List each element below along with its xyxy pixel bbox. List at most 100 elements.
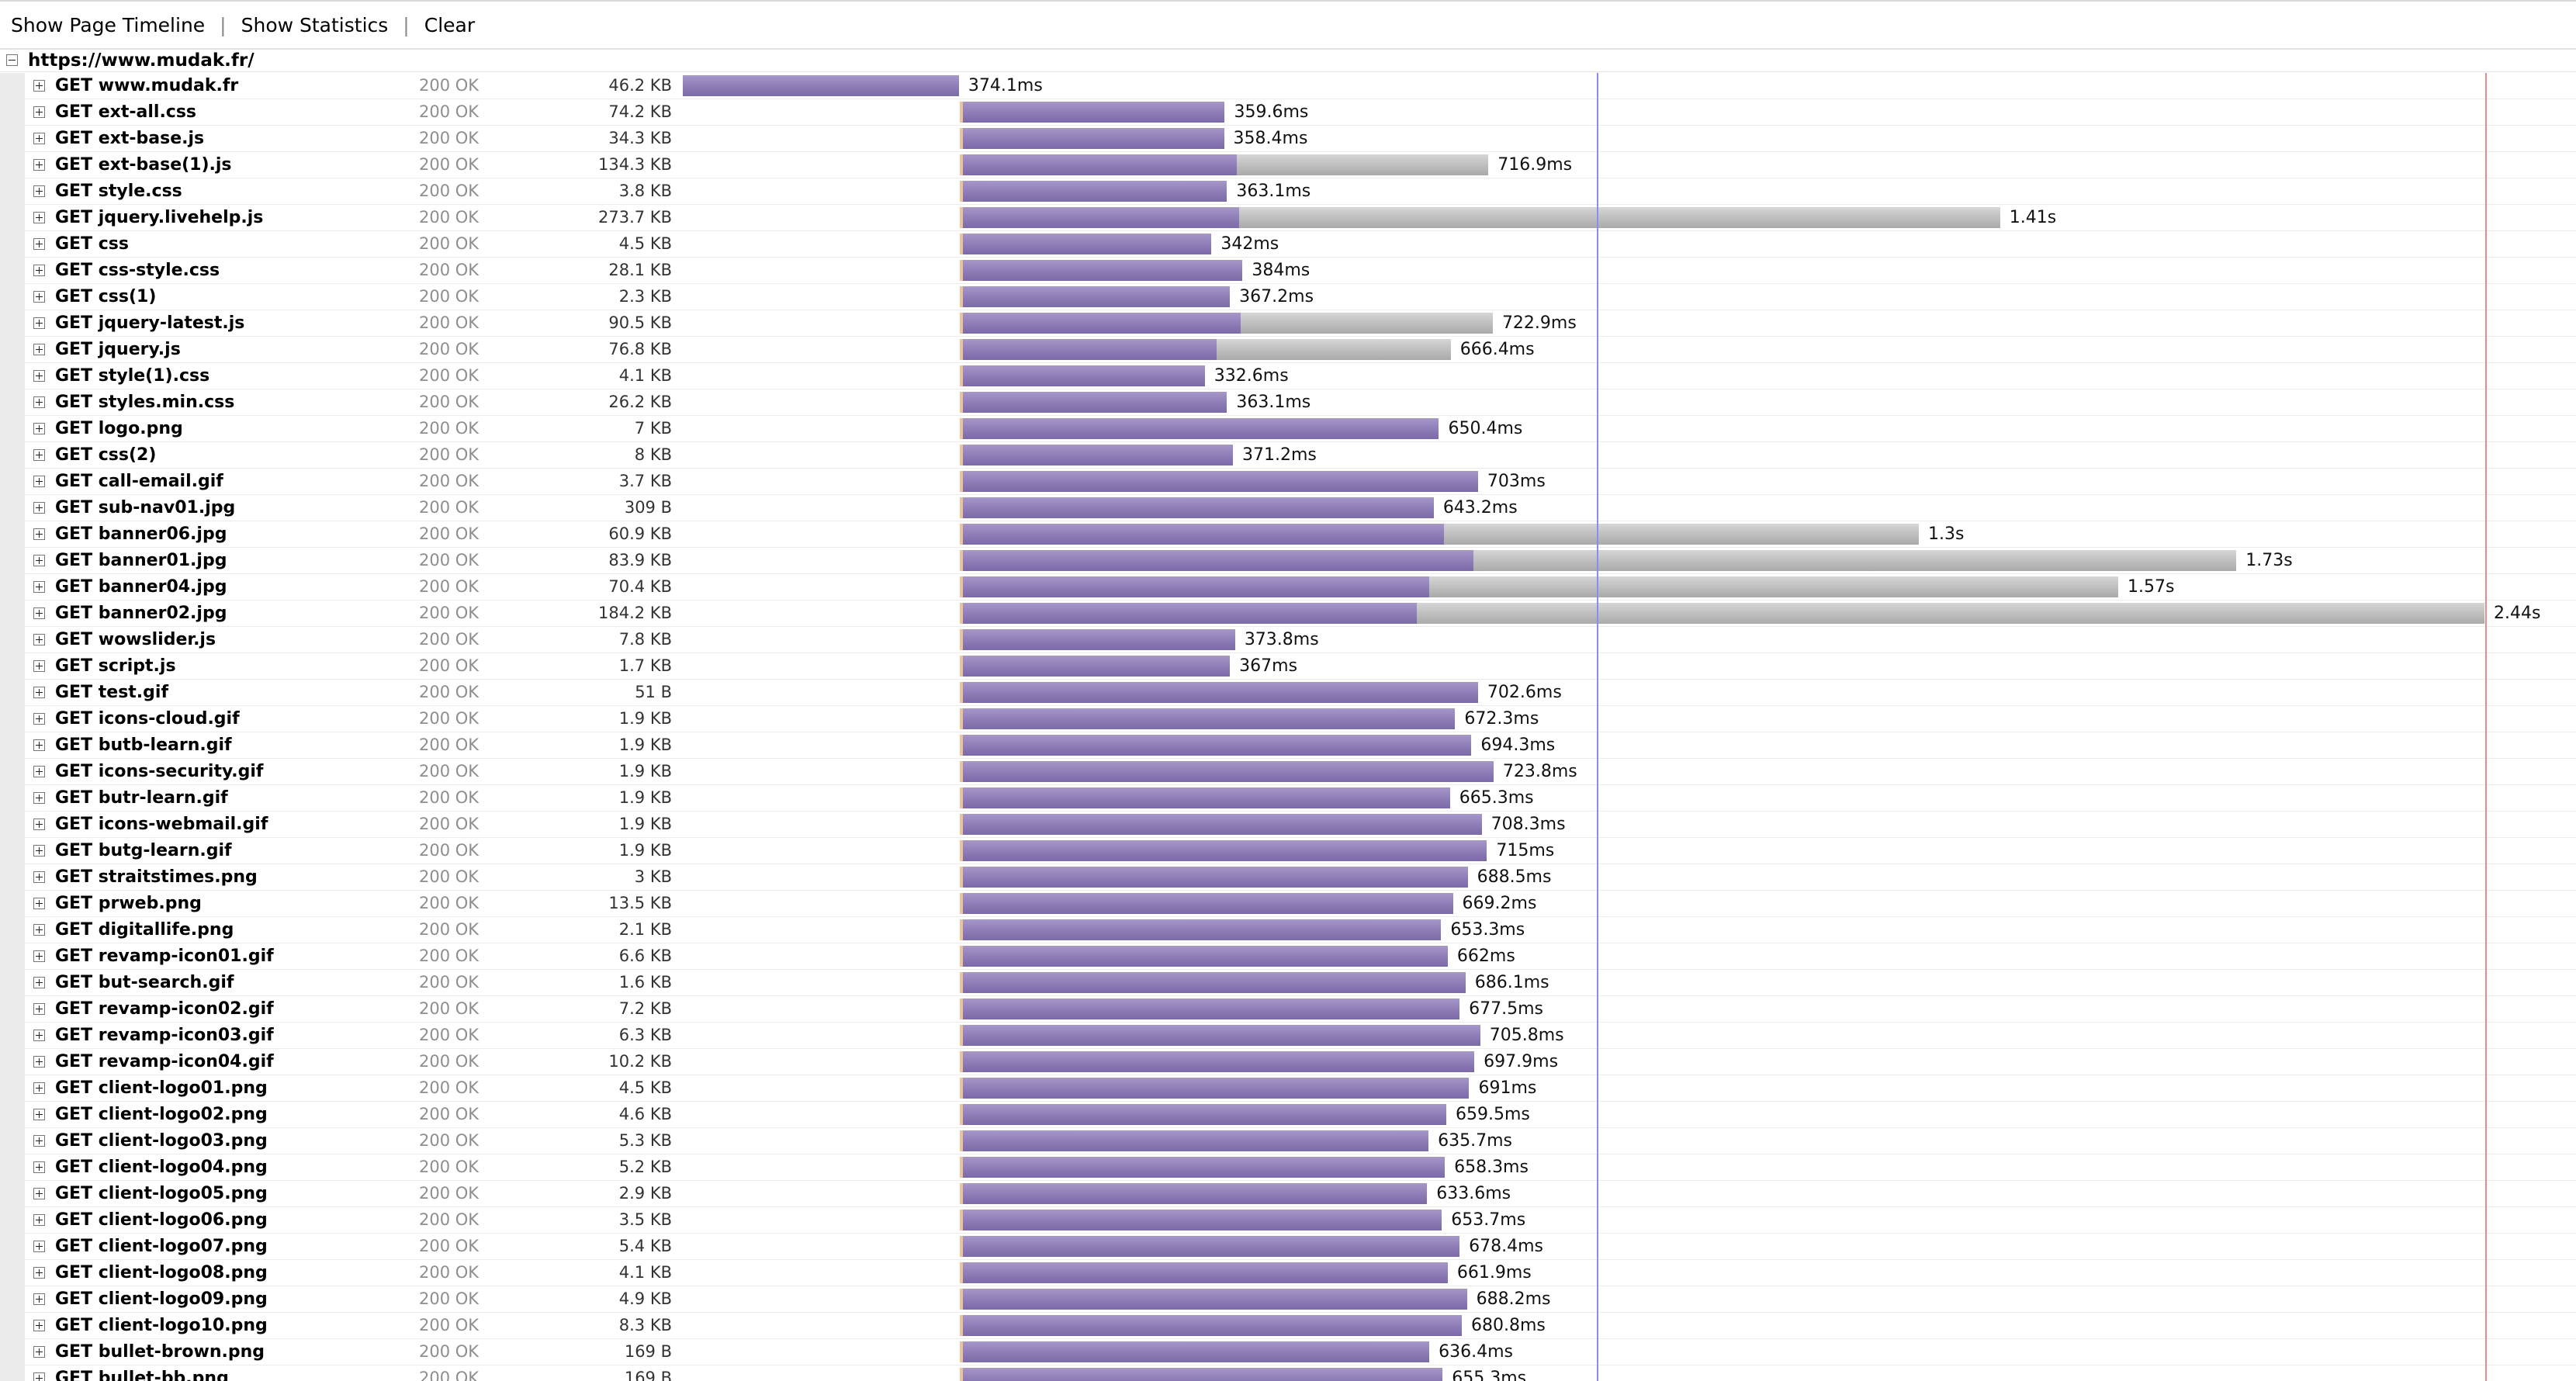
- request-row[interactable]: GET client-logo08.png 200 OK 4.1 KB 661.9ms: [0, 1260, 2576, 1286]
- request-row[interactable]: GET revamp-icon03.gif 200 OK 6.3 KB 705.8ms: [0, 1023, 2576, 1049]
- receiving-bar[interactable]: [962, 524, 1445, 545]
- receiving-bar[interactable]: [962, 1236, 1460, 1257]
- pending-bar[interactable]: [1217, 339, 1451, 360]
- expand-icon[interactable]: [33, 528, 45, 540]
- expand-icon[interactable]: [33, 1188, 45, 1199]
- request-row[interactable]: GET style.css 200 OK 3.8 KB 363.1ms: [0, 178, 2576, 205]
- receiving-bar[interactable]: [962, 682, 1478, 703]
- expand-icon[interactable]: [33, 660, 45, 672]
- receiving-bar[interactable]: [962, 471, 1478, 492]
- expand-icon[interactable]: [33, 265, 45, 276]
- receiving-bar[interactable]: [962, 787, 1450, 808]
- expand-icon[interactable]: [33, 317, 45, 329]
- request-row[interactable]: GET icons-security.gif 200 OK 1.9 KB 723.8m…: [0, 759, 2576, 785]
- expand-icon[interactable]: [33, 449, 45, 461]
- expand-icon[interactable]: [33, 502, 45, 514]
- expand-icon[interactable]: [33, 950, 45, 962]
- show-statistics-button[interactable]: Show Statistics: [241, 13, 389, 36]
- request-row[interactable]: GET styles.min.css 200 OK 26.2 KB 363.1ms: [0, 389, 2576, 416]
- request-row[interactable]: GET icons-cloud.gif 200 OK 1.9 KB 672.3ms: [0, 706, 2576, 732]
- expand-icon[interactable]: [33, 819, 45, 830]
- expand-icon[interactable]: [33, 634, 45, 646]
- request-row[interactable]: GET banner02.jpg 200 OK 184.2 KB 2.44s: [0, 601, 2576, 627]
- expand-icon[interactable]: [33, 977, 45, 988]
- receiving-bar[interactable]: [962, 313, 1241, 334]
- receiving-bar[interactable]: [962, 497, 1434, 518]
- pending-bar[interactable]: [1236, 154, 1489, 175]
- expand-icon[interactable]: [33, 80, 45, 92]
- receiving-bar[interactable]: [962, 735, 1472, 756]
- receiving-bar[interactable]: [962, 708, 1456, 729]
- request-row[interactable]: GET straitstimes.png 200 OK 3 KB 688.5ms: [0, 864, 2576, 891]
- receiving-bar[interactable]: [962, 128, 1224, 149]
- expand-icon[interactable]: [33, 1056, 45, 1068]
- receiving-bar[interactable]: [962, 1368, 1443, 1381]
- receiving-bar[interactable]: [962, 1289, 1467, 1310]
- receiving-bar[interactable]: [962, 893, 1453, 914]
- request-row[interactable]: GET client-logo10.png 200 OK 8.3 KB 680.8ms: [0, 1313, 2576, 1339]
- expand-icon[interactable]: [33, 106, 45, 118]
- expand-icon[interactable]: [33, 871, 45, 883]
- pending-bar[interactable]: [1429, 576, 2118, 597]
- request-row[interactable]: GET digitallife.png 200 OK 2.1 KB 653.3ms: [0, 917, 2576, 943]
- expand-icon[interactable]: [33, 133, 45, 144]
- request-row[interactable]: GET butr-learn.gif 200 OK 1.9 KB 665.3ms: [0, 785, 2576, 812]
- request-row[interactable]: GET revamp-icon01.gif 200 OK 6.6 KB 662ms: [0, 943, 2576, 970]
- receiving-bar[interactable]: [962, 761, 1494, 782]
- receiving-bar[interactable]: [962, 207, 1239, 228]
- expand-icon[interactable]: [33, 344, 45, 355]
- request-row[interactable]: GET css(2) 200 OK 8 KB 371.2ms: [0, 442, 2576, 469]
- expand-icon[interactable]: [33, 370, 45, 382]
- request-row[interactable]: GET icons-webmail.gif 200 OK 1.9 KB 708.3ms: [0, 812, 2576, 838]
- receiving-bar[interactable]: [962, 550, 1474, 571]
- receiving-bar[interactable]: [962, 1051, 1475, 1072]
- request-row[interactable]: GET butb-learn.gif 200 OK 1.9 KB 694.3ms: [0, 732, 2576, 759]
- receiving-bar[interactable]: [962, 181, 1227, 202]
- request-row[interactable]: GET bullet-brown.png 200 OK 169 B 636.4ms: [0, 1339, 2576, 1365]
- receiving-bar[interactable]: [962, 919, 1442, 940]
- request-row[interactable]: GET banner01.jpg 200 OK 83.9 KB 1.73s: [0, 548, 2576, 574]
- receiving-bar[interactable]: [962, 234, 1212, 254]
- request-row[interactable]: GET but-search.gif 200 OK 1.6 KB 686.1ms: [0, 970, 2576, 996]
- request-row[interactable]: GET script.js 200 OK 1.7 KB 367ms: [0, 653, 2576, 680]
- receiving-bar[interactable]: [962, 576, 1430, 597]
- request-row[interactable]: GET jquery.js 200 OK 76.8 KB 666.4ms: [0, 337, 2576, 363]
- request-row[interactable]: GET client-logo09.png 200 OK 4.9 KB 688.2ms: [0, 1286, 2576, 1313]
- request-row[interactable]: GET banner06.jpg 200 OK 60.9 KB 1.3s: [0, 521, 2576, 548]
- expand-icon[interactable]: [33, 291, 45, 303]
- request-row[interactable]: GET css-style.css 200 OK 28.1 KB 384ms: [0, 258, 2576, 284]
- receiving-bar[interactable]: [962, 102, 1225, 123]
- expand-icon[interactable]: [33, 476, 45, 487]
- expand-icon[interactable]: [33, 1214, 45, 1226]
- receiving-bar[interactable]: [962, 946, 1448, 967]
- receiving-bar[interactable]: [962, 365, 1205, 386]
- receiving-bar[interactable]: [962, 1262, 1448, 1283]
- expand-icon[interactable]: [33, 1109, 45, 1120]
- request-row[interactable]: GET client-logo07.png 200 OK 5.4 KB 678.4ms: [0, 1234, 2576, 1260]
- receiving-bar[interactable]: [962, 1315, 1462, 1336]
- receiving-bar[interactable]: [962, 1157, 1446, 1178]
- expand-icon[interactable]: [33, 739, 45, 751]
- expand-icon[interactable]: [33, 555, 45, 566]
- show-page-timeline-button[interactable]: Show Page Timeline: [11, 13, 206, 36]
- expand-icon[interactable]: [33, 159, 45, 171]
- receiving-bar[interactable]: [962, 814, 1482, 835]
- receiving-bar[interactable]: [962, 1025, 1480, 1046]
- request-row[interactable]: GET www.mudak.fr 200 OK 46.2 KB 374.1ms: [0, 73, 2576, 99]
- request-row[interactable]: GET ext-base(1).js 200 OK 134.3 KB 716.9ms: [0, 152, 2576, 178]
- pending-bar[interactable]: [1444, 524, 1920, 545]
- request-row[interactable]: GET client-logo06.png 200 OK 3.5 KB 653.7ms: [0, 1207, 2576, 1234]
- request-row[interactable]: GET test.gif 200 OK 51 B 702.6ms: [0, 680, 2576, 706]
- request-row[interactable]: GET client-logo04.png 200 OK 5.2 KB 658.3ms: [0, 1154, 2576, 1181]
- expand-icon[interactable]: [33, 423, 45, 434]
- receiving-bar[interactable]: [962, 339, 1217, 360]
- receiving-bar[interactable]: [962, 1183, 1428, 1204]
- receiving-bar[interactable]: [962, 260, 1243, 281]
- expand-icon[interactable]: [33, 396, 45, 408]
- receiving-bar[interactable]: [962, 445, 1233, 466]
- receiving-bar[interactable]: [962, 1104, 1446, 1125]
- expand-icon[interactable]: [33, 581, 45, 593]
- expand-icon[interactable]: [33, 1293, 45, 1305]
- expand-icon[interactable]: [33, 1241, 45, 1252]
- page-group-row[interactable]: https://www.mudak.fr/: [0, 49, 2576, 72]
